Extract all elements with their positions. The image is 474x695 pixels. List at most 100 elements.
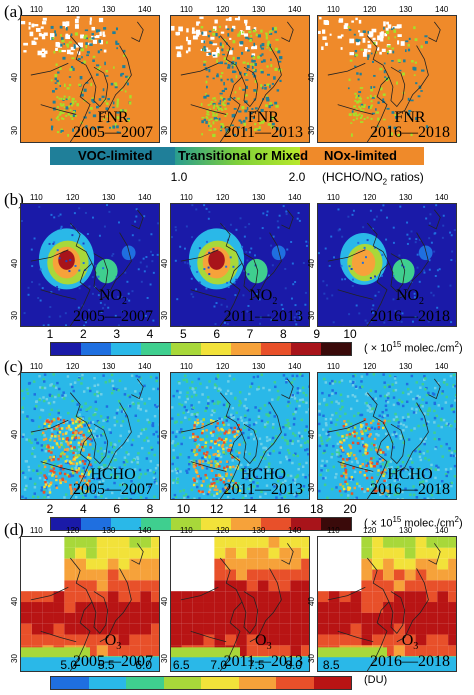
panel-d-map-3: O3 2016—2018	[317, 536, 457, 672]
panel-c-map-1: HCHO 2005—2007	[20, 372, 160, 500]
unit-unit-post: molec./cm	[401, 517, 455, 530]
unit-unit-pre: ( × 10	[364, 342, 393, 355]
panel-d-colorbar-tick-3: 6.0	[135, 658, 153, 672]
map-species: NO2	[224, 287, 303, 309]
panel-c-map-2: HCHO 2011—2013	[170, 372, 310, 500]
panel-b-map-3-lat-tick-1: 40	[306, 258, 316, 268]
panel-c-colorbar-cell-10	[321, 518, 351, 530]
panel-d-map-3-lon-tick-1: 110	[327, 526, 340, 535]
panel-b-map-1-lon-tick-3: 130	[102, 193, 116, 202]
panel-b-colorbar-tick-7: 7	[246, 327, 254, 341]
panel-c-map-2-lon-tick-3: 130	[252, 362, 266, 371]
panel-b-colorbar-tick-10: 10	[343, 327, 357, 341]
map-period: 2016—2018	[370, 308, 450, 325]
panel-b-colorbar-tick-1: 1	[46, 327, 54, 341]
panel-b-map-2: NO2 2011—2013	[170, 203, 310, 327]
panel-b-colorbar-unit: ( × 1015 molec./cm2)	[364, 340, 463, 355]
panel-d-map-1-lat-tick-2: 30	[9, 654, 19, 664]
panel-c-colorbar-tick-1: 2	[46, 502, 54, 516]
species-sub: 3	[266, 641, 272, 652]
map-title: FNR	[394, 109, 426, 126]
panel-a-map-3-lon-tick-3: 130	[399, 5, 413, 14]
panel-a-map-2-lat-tick-2: 30	[159, 126, 169, 136]
fnr-tick-1: 1.0	[170, 170, 188, 184]
panel-d-colorbar-cell-2	[88, 677, 126, 689]
panel-b-colorbar-cell-4	[141, 343, 171, 355]
panel-b-colorbar-cell-7	[231, 343, 261, 355]
unit-unit-exp: 15	[392, 340, 402, 349]
panel-b-map-2-label: NO2 2011—2013	[223, 287, 303, 325]
panel-b-colorbar-cell-8	[261, 343, 291, 355]
panel-d-map-2-lon-tick-2: 120	[216, 526, 230, 535]
species-text: HCHO	[240, 466, 286, 483]
panel-b-map-3-lat-tick-2: 30	[306, 310, 316, 320]
panel-c-map-2-lat-tick-1: 40	[159, 429, 169, 439]
panel-d-map-3-lon-tick-3: 130	[399, 526, 413, 535]
panel-b-colorbar-cell-3	[111, 343, 141, 355]
panel-b-map-2-lon-tick-4: 140	[288, 193, 302, 202]
panel-b-map-3-lon-tick-1: 110	[327, 193, 340, 202]
panel-d-map-1-label: O3 2005—2007	[73, 632, 153, 669]
map-title: FNR	[247, 109, 279, 126]
panel-c-colorbar-cell-7	[231, 518, 261, 530]
panel-c-colorbar-tick-8: 16	[276, 502, 290, 516]
panel-a-map-1-label: FNR 2005—2007	[73, 110, 153, 141]
panel-b-colorbar-tick-4: 4	[146, 327, 154, 341]
panel-d-colorbar-unit: (DU)	[364, 674, 388, 686]
species-sub: 2	[272, 296, 278, 307]
map-period: 2011—2013	[223, 481, 303, 498]
panel-b-colorbar-tick-6: 6	[213, 327, 220, 341]
panel-d-colorbar-cell-7	[276, 677, 314, 689]
panel-d-map-2-lon-tick-4: 140	[288, 526, 302, 535]
panel-d-colorbar-tick-7: 8.0	[285, 658, 303, 672]
panel-c-colorbar-strip	[50, 517, 352, 531]
panel-a-map-1-lat-tick-1: 40	[9, 72, 19, 82]
panel-a-map-3-lon-tick-2: 120	[363, 5, 377, 14]
panel-d-colorbar-tick-6: 7.5	[247, 658, 265, 672]
map-species: HCHO	[370, 467, 450, 483]
panel-a-map-3-lon-tick-4: 140	[435, 5, 449, 14]
panel-c-colorbar-tick-2: 4	[79, 502, 87, 516]
panel-b-map-3: NO2 2016—2018	[317, 203, 457, 327]
transitional-bar	[175, 147, 300, 165]
map-period: 2011—2013	[223, 308, 303, 325]
panel-c-colorbar-tick-9: 18	[309, 502, 324, 516]
panel-d-map-1-lon-tick-1: 110	[30, 526, 43, 535]
panel-d-map-2-lon-tick-1: 110	[180, 526, 193, 535]
panel-d-colorbar-tick-8: 8.5	[322, 658, 340, 672]
panel-c-map-3-label: HCHO 2016—2018	[370, 467, 450, 498]
panel-c-map-3-lat-tick-2: 30	[306, 483, 316, 493]
species-sub: 2	[122, 296, 128, 307]
panel-c-map-2-lat-tick-2: 30	[159, 483, 169, 493]
panel-b-map-1-lon-tick-1: 110	[30, 193, 43, 202]
map-species: O3	[370, 632, 450, 654]
panel-c-colorbar-cell-3	[111, 518, 141, 530]
map-period: 2005—2007	[73, 308, 153, 325]
panel-c-map-3-lon-tick-1: 110	[327, 362, 340, 371]
panel-b-map-2-lat-tick-1: 40	[159, 258, 169, 268]
panel-b-colorbar-tick-5: 5	[179, 327, 187, 341]
panel-b-colorbar-cell-9	[291, 343, 321, 355]
panel-d-colorbar-tick-2: 5.5	[97, 658, 115, 672]
panel-a-map-1-lon-tick-4: 140	[138, 5, 152, 14]
panel-c-map-1-lon-tick-4: 140	[138, 362, 152, 371]
panel-b-colorbar-tick-3: 3	[113, 327, 120, 341]
panel-a-map-2-lon-tick-1: 110	[180, 5, 193, 14]
panel-c-colorbar-cell-6	[201, 518, 231, 530]
panel-c-colorbar-tick-3: 6	[113, 502, 120, 516]
panel-c-map-1-lat-tick-2: 30	[9, 483, 19, 493]
panel-c-map-3-lon-tick-4: 140	[435, 362, 449, 371]
panel-d-colorbar-cell-3	[126, 677, 164, 689]
nox-limited-label: NOx-limited	[324, 148, 397, 163]
map-period: 2016—2018	[370, 481, 450, 498]
panel-a-map-2-lon-tick-2: 120	[216, 5, 230, 14]
panel-c-colorbar-unit: ( × 1015 molec./cm2)	[364, 515, 463, 530]
map-period: 2011—2013	[223, 653, 303, 670]
unit-unit-post: molec./cm	[401, 342, 455, 355]
panel-b-colorbar-tick-9: 9	[313, 327, 320, 341]
panel-b-map-1-lon-tick-2: 120	[66, 193, 80, 202]
panel-b-map-2-lon-tick-3: 130	[252, 193, 266, 202]
panel-b-map-3-lon-tick-3: 130	[399, 193, 413, 202]
panel-b-colorbar-tick-2: 2	[79, 327, 87, 341]
panel-c-colorbar-cell-4	[141, 518, 171, 530]
